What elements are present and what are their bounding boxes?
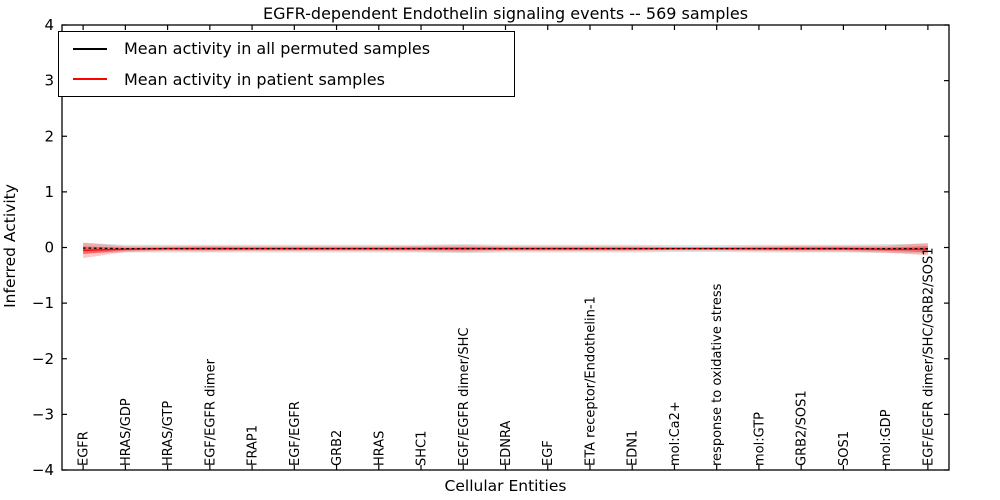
x-tick-label: response to oxidative stress: [710, 283, 725, 466]
x-tick-label: ETA receptor/Endothelin-1: [583, 296, 598, 466]
y-tick-label: 3: [44, 72, 54, 90]
x-tick-label: mol:Ca2+: [668, 401, 683, 466]
x-tick-label: mol:GDP: [879, 409, 894, 466]
y-tick-label: −2: [32, 350, 54, 368]
y-tick-label: −1: [32, 294, 54, 312]
legend-label: Mean activity in all permuted samples: [124, 39, 431, 59]
chart-title: EGFR-dependent Endothelin signaling even…: [262, 4, 749, 23]
x-tick-label: SOS1: [837, 431, 852, 466]
x-tick-label: EGF/EGFR dimer: [203, 358, 218, 466]
x-tick-label: GRB2/SOS1: [795, 390, 810, 466]
legend-item-permuted: Mean activity in all permuted samples: [59, 35, 514, 63]
y-tick-label: 0: [44, 239, 54, 257]
x-axis-label: Cellular Entities: [444, 477, 567, 495]
x-tick-label: HRAS: [372, 431, 387, 466]
y-tick-label: 1: [44, 183, 54, 201]
y-tick-label: 4: [44, 16, 54, 34]
x-tick-label: EDNRA: [499, 421, 514, 466]
x-tick-label: HRAS/GTP: [161, 401, 176, 466]
x-tick-label: EGFR: [77, 431, 92, 466]
x-tick-label: EGF/EGFR dimer/SHC: [457, 328, 472, 466]
legend-label: Mean activity in patient samples: [124, 69, 385, 89]
y-tick-label: −3: [32, 405, 54, 423]
y-tick-label: 2: [44, 127, 54, 145]
x-tick-label: EGF/EGFR: [288, 401, 303, 466]
legend-item-patient: Mean activity in patient samples: [59, 65, 514, 93]
patient-line-swatch: [73, 78, 107, 81]
x-tick-label: EGF: [541, 440, 556, 466]
permuted-line-swatch: [73, 47, 107, 50]
legend: Mean activity in all permuted samples Me…: [58, 31, 515, 97]
x-tick-label: SHC1: [415, 431, 430, 466]
x-tick-label: EDN1: [626, 430, 641, 466]
x-tick-label: EGF/EGFR dimer/SHC/GRB2/SOS1: [921, 248, 936, 467]
x-tick-label: FRAP1: [246, 425, 261, 466]
patient-band: [83, 242, 928, 259]
x-tick-label: GRB2: [330, 430, 345, 466]
permuted-mean-line: [83, 247, 928, 250]
y-tick-label: −4: [32, 461, 54, 479]
x-tick-label: mol:GTP: [752, 412, 767, 466]
x-tick-label: HRAS/GDP: [119, 398, 134, 466]
